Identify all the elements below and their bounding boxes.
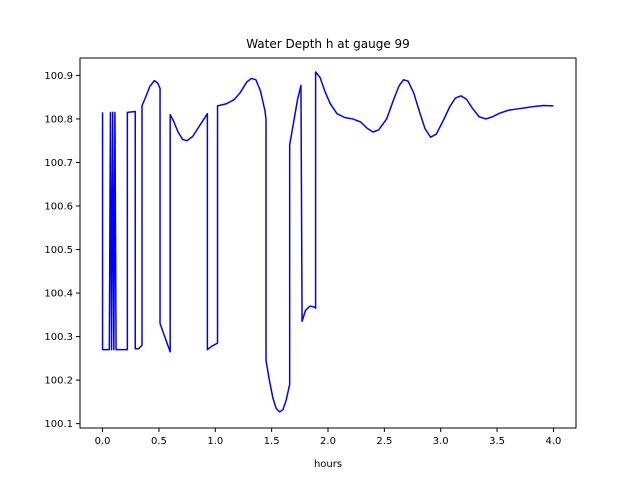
x-tick-label: 2.5	[376, 436, 392, 447]
y-tick-label: 100.3	[44, 332, 73, 343]
x-tick-label: 3.0	[433, 436, 449, 447]
y-tick-label: 100.6	[44, 202, 73, 213]
plot-area	[79, 57, 577, 429]
y-axis: 100.1 100.2 100.3 100.4 100.5 100.6 100.7 100.8…	[44, 71, 80, 430]
x-tick-label: 3.5	[489, 436, 505, 447]
x-axis-label: hours	[314, 459, 342, 470]
x-axis: 0.0 0.5 1.0 1.5 2.0 2.5 3.0 3.5 4.0	[95, 428, 562, 447]
x-tick-label: 0.5	[151, 436, 167, 447]
x-tick-label: 1.5	[264, 436, 280, 447]
y-tick-label: 100.9	[44, 71, 73, 82]
chart-title: Water Depth h at gauge 99	[246, 37, 410, 51]
series-line-0	[101, 71, 554, 413]
y-tick-label: 100.8	[44, 114, 73, 125]
y-tick-label: 100.5	[44, 245, 73, 256]
y-tick-label: 100.2	[44, 376, 73, 387]
y-tick-label: 100.1	[44, 419, 73, 430]
plot-background	[80, 58, 576, 428]
x-tick-label: 2.0	[320, 436, 336, 447]
x-tick-label: 4.0	[546, 436, 562, 447]
x-tick-label: 1.0	[207, 436, 223, 447]
y-tick-label: 100.7	[44, 158, 73, 169]
x-tick-label: 0.0	[95, 436, 111, 447]
y-tick-label: 100.4	[44, 289, 73, 300]
series-layer	[101, 71, 554, 413]
